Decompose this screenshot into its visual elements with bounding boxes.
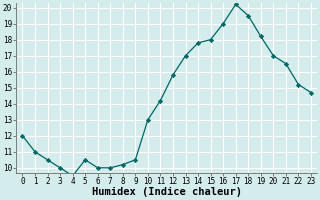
X-axis label: Humidex (Indice chaleur): Humidex (Indice chaleur) — [92, 187, 242, 197]
